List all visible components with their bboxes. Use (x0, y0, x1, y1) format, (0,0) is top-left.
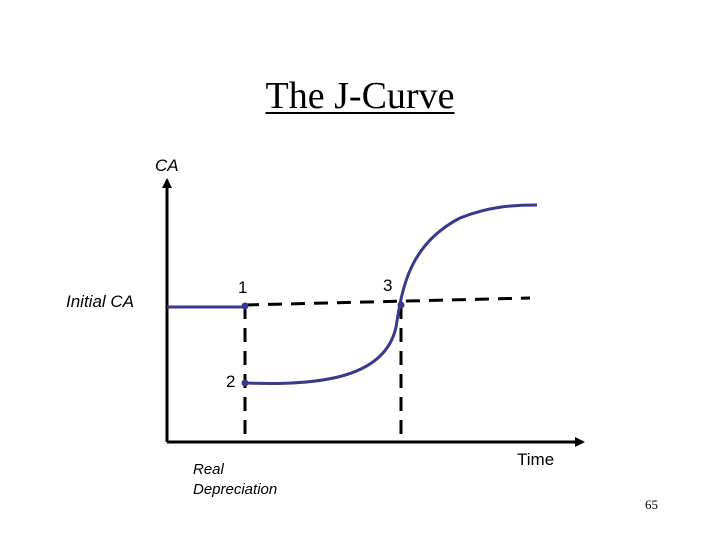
point-1-marker (241, 302, 249, 310)
slide-title-text: The J-Curve (265, 75, 455, 117)
point-1-label: 1 (238, 278, 247, 297)
point-3-label: 3 (383, 276, 392, 295)
point-3-marker (397, 301, 405, 309)
real-depreciation-label-line1: Real (193, 461, 225, 478)
page-number: 65 (645, 497, 658, 512)
point-2-label: 2 (226, 372, 235, 391)
x-axis-label: Time (517, 450, 554, 469)
slide-title: The J-Curve (0, 74, 720, 118)
point-2-marker (241, 379, 249, 387)
initial-ca-label: Initial CA (66, 292, 134, 311)
j-curve-line (244, 203, 538, 386)
initial-ca-dashed-line (244, 296, 531, 307)
y-axis-label: CA (155, 156, 179, 175)
real-depreciation-label-line2: Depreciation (193, 481, 277, 498)
